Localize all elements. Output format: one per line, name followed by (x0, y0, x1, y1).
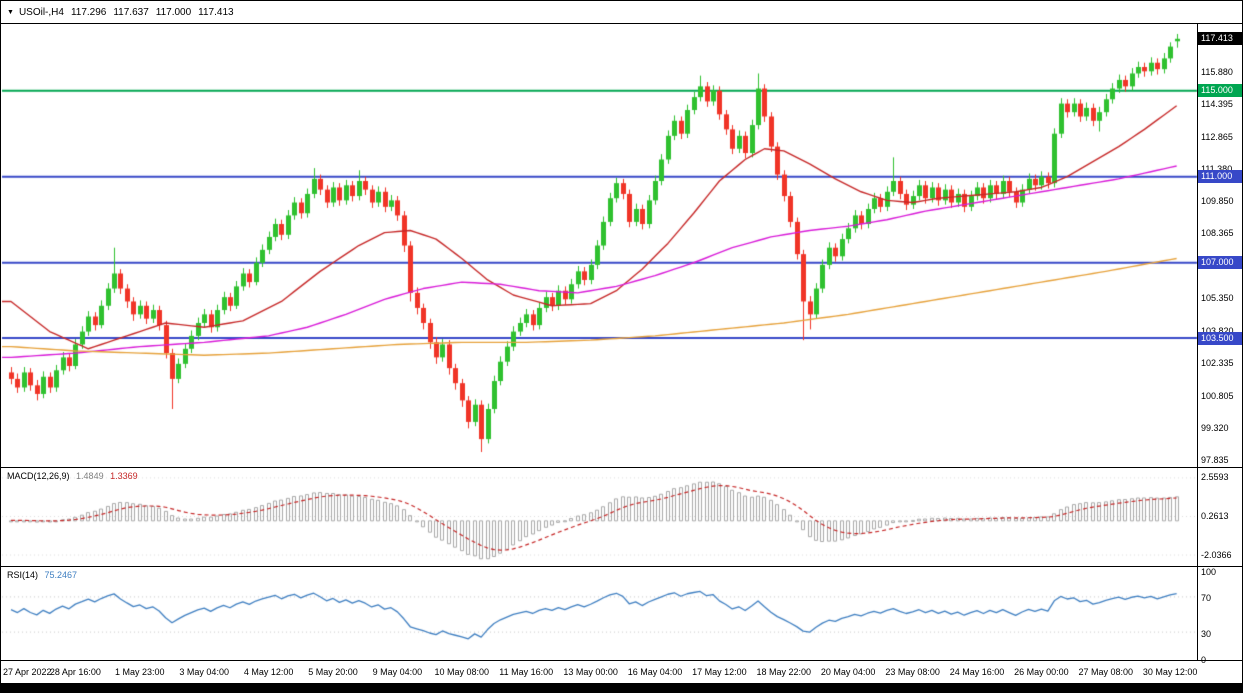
ohlc-high: 117.637 (113, 6, 149, 18)
price-axis-divider (1197, 23, 1198, 661)
bottom-black-bar (1, 683, 1242, 692)
macd-value: 1.4849 (76, 471, 104, 481)
ohlc-low: 117.000 (155, 6, 192, 18)
macd-indicator-label: MACD(12,26,9) 1.4849 1.3369 (7, 471, 138, 481)
macd-signal-value: 1.3369 (110, 471, 138, 481)
ohlc-open: 117.296 (70, 6, 107, 18)
rsi-timeaxis-divider (1, 660, 1242, 661)
main-macd-divider[interactable] (1, 467, 1242, 468)
chart-titlebar: ▼ USOil-,H4 117.296 117.637 117.000 117.… (1, 1, 1242, 24)
symbol-dropdown-icon[interactable]: ▼ (7, 8, 14, 16)
ohlc-close: 117.413 (198, 6, 234, 18)
rsi-title: RSI(14) (7, 570, 39, 580)
symbol-period-label: USOil-,H4 (18, 6, 64, 18)
macd-rsi-divider[interactable] (1, 566, 1242, 567)
rsi-value: 75.2467 (44, 570, 78, 580)
macd-title: MACD(12,26,9) (7, 471, 70, 481)
rsi-indicator-label: RSI(14) 75.2467 (7, 570, 77, 580)
